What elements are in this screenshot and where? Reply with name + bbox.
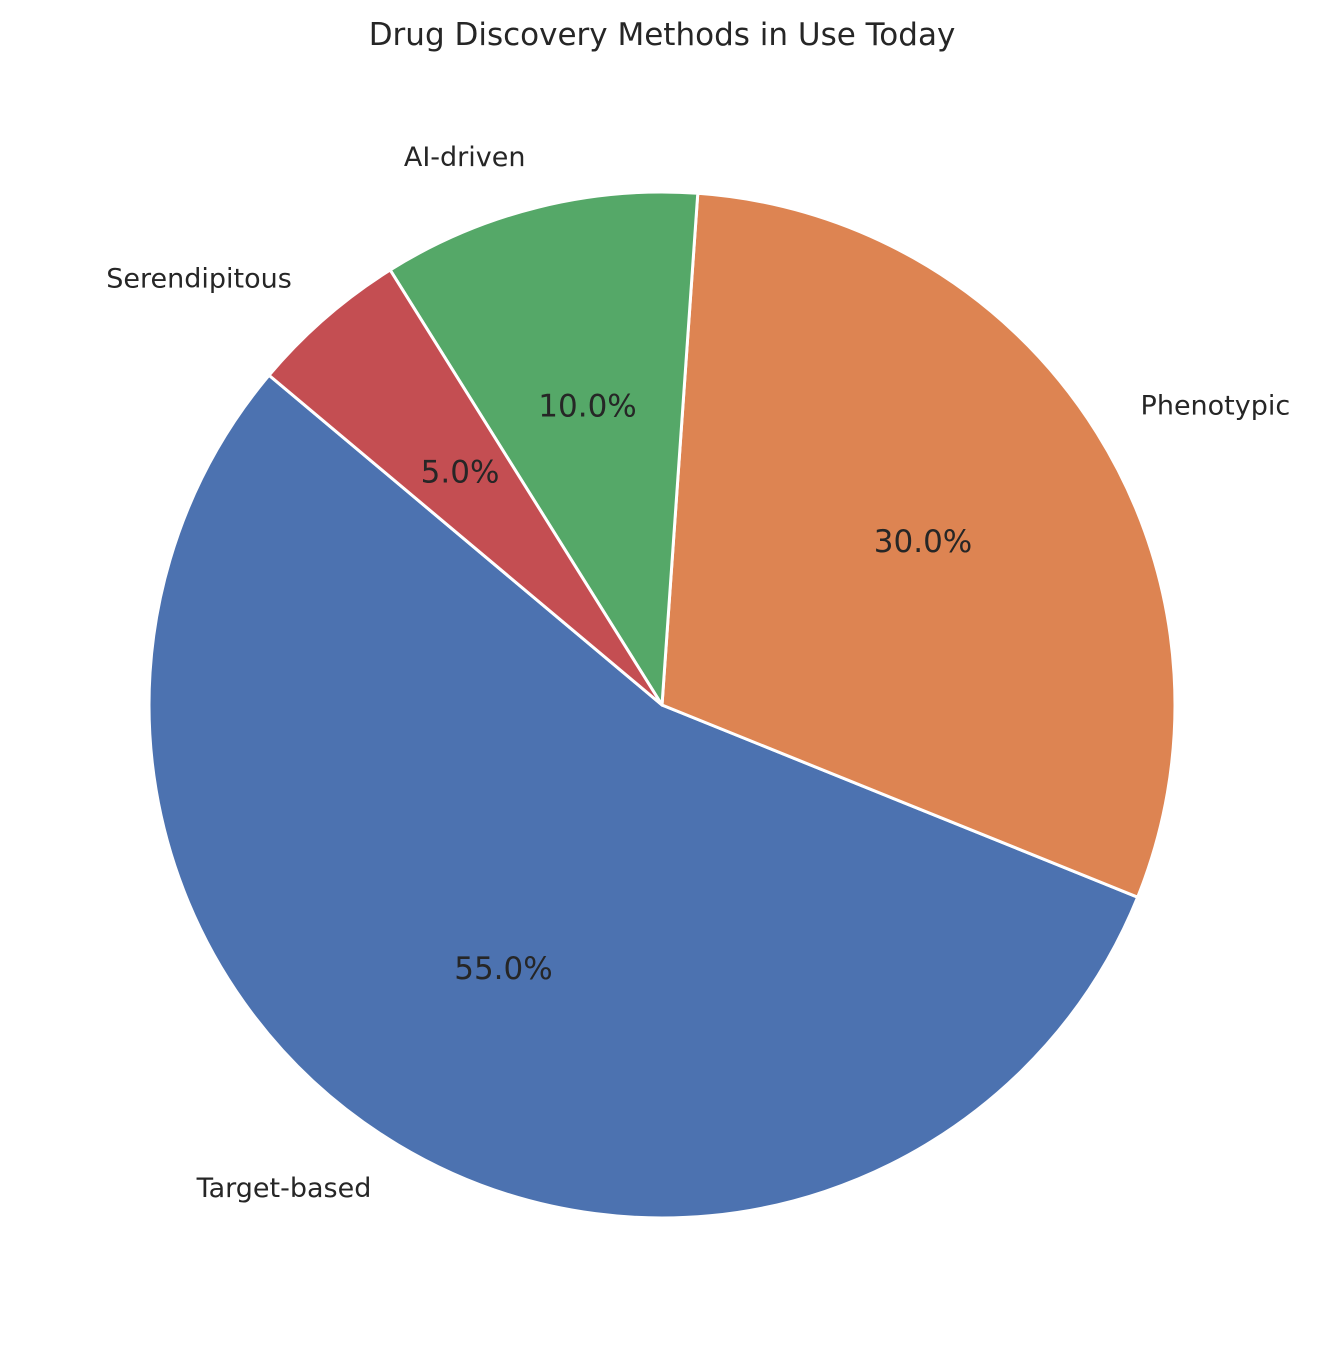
pie-slice-ai-driven <box>388 190 700 707</box>
pie-slice-target-based <box>147 373 1140 1220</box>
pie-labels: Target-based 55.0% Phenotypic 30.0% AI-drive… <box>106 142 1290 1204</box>
pie-percent-serendipitous: 5.0% <box>421 455 500 491</box>
chart-title: Drug Discovery Methods in Use Today <box>369 17 956 53</box>
pie-label-phenotypic: Phenotypic <box>1141 390 1291 421</box>
pie-slices <box>147 190 1177 1220</box>
pie-percent-phenotypic: 30.0% <box>874 524 972 560</box>
pie-label-ai-driven: AI-driven <box>404 142 526 173</box>
pie-percent-target-based: 55.0% <box>454 951 552 987</box>
pie-label-serendipitous: Serendipitous <box>106 264 292 295</box>
pie-percent-ai-driven: 10.0% <box>538 388 636 424</box>
pie-label-target-based: Target-based <box>196 1173 372 1204</box>
pie-slice-phenotypic <box>660 191 1177 899</box>
pie-slice-serendipitous <box>267 268 664 707</box>
